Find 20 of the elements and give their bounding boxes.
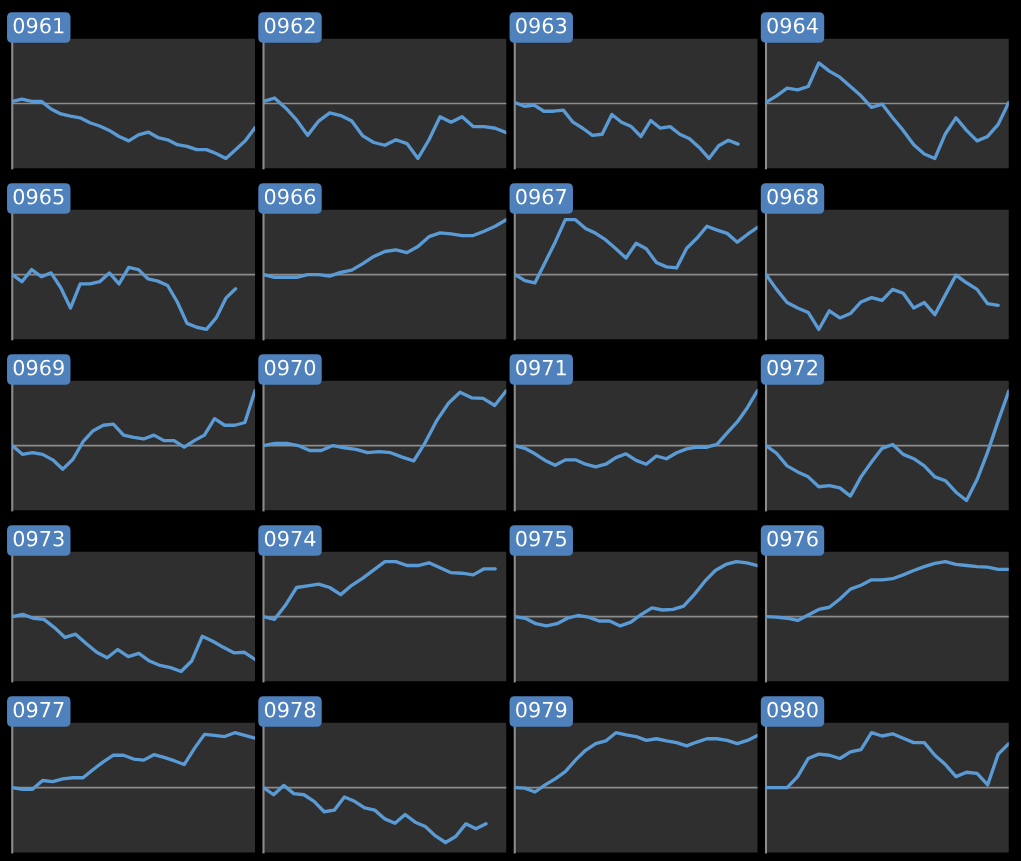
chart-title: 0965 [13, 188, 64, 205]
chart-title: 0966 [264, 188, 316, 205]
chart-title: 0961 [13, 17, 64, 34]
chart-title: 0976 [767, 530, 818, 547]
chart-title: 0964 [767, 17, 818, 34]
chart-title: 0974 [264, 530, 316, 547]
chart-title: 0962 [264, 17, 315, 34]
chart-title: 0979 [516, 701, 567, 718]
chart-title: 0978 [264, 701, 316, 718]
chart-title: 0969 [13, 359, 64, 376]
chart-title: 0975 [516, 530, 566, 547]
chart-title: 0967 [516, 188, 566, 205]
chart-title: 0972 [767, 359, 817, 376]
chart-title: 0963 [516, 17, 567, 34]
chart-title: 0973 [13, 530, 64, 547]
chart-title: 0980 [767, 701, 818, 718]
chart-title: 0971 [516, 359, 566, 376]
chart-title: 0970 [264, 359, 316, 376]
chart-title: 0977 [13, 701, 64, 718]
chart-title: 0968 [767, 188, 818, 205]
